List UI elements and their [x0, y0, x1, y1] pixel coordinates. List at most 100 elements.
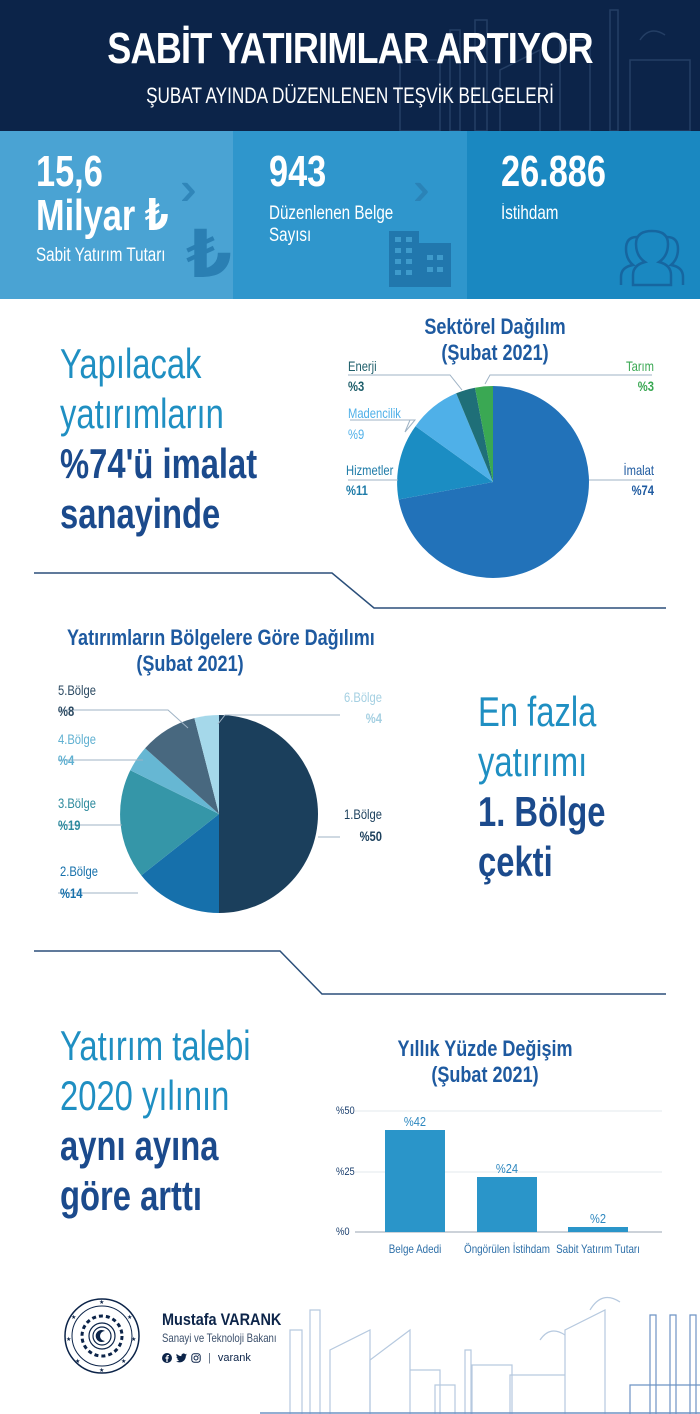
twitter-icon[interactable]	[176, 1353, 187, 1363]
stat-label: Sabit Yatırım Tutarı	[36, 245, 166, 266]
headline-line: yatırımların	[60, 390, 224, 437]
pie-slice-bolge-2	[141, 814, 219, 913]
region-chart-title: Yatırımların Bölgelere Göre Dağılımı	[67, 625, 375, 650]
pie-value-tarim: %3	[637, 378, 654, 394]
pie-slice-enerji	[456, 387, 493, 482]
y-tick-0: %0	[336, 1226, 350, 1238]
svg-text:★: ★	[66, 1336, 71, 1343]
sector-chart-subtitle: (Şubat 2021)	[441, 340, 549, 365]
bar-chart-title: Yıllık Yüzde Değişim	[397, 1036, 573, 1061]
pie-slice-madencilik	[415, 393, 493, 482]
people-icon	[619, 229, 685, 287]
stat-label-line2: Sayısı	[269, 225, 312, 246]
bar-category-label: Belge Adedi	[388, 1242, 442, 1256]
pie-value-bolge-6: %4	[365, 710, 382, 726]
headline-line: 1. Bölge	[478, 788, 606, 835]
pie-label-hizmetler: Hizmetler	[346, 462, 394, 478]
pie-value-hizmetler: %11	[346, 482, 368, 498]
headline-line: 2020 yılının	[60, 1072, 230, 1119]
bar-value-label: %2	[590, 1211, 606, 1226]
page-subtitle: ŞUBAT AYINDA DÜZENLENEN TEŞVİK BELGELERİ	[146, 83, 554, 108]
social-handle[interactable]: varank	[217, 1352, 251, 1364]
bar-sabit-yatirim-tutari	[568, 1227, 628, 1232]
pie-label-bolge-5: 5.Bölge	[58, 682, 96, 698]
bar-belge-adedi	[385, 1130, 445, 1232]
region-chart-subtitle: (Şubat 2021)	[136, 651, 244, 676]
pie-label-bolge-2: 2.Bölge	[60, 863, 98, 879]
svg-text:★: ★	[121, 1358, 126, 1365]
svg-text:★: ★	[75, 1358, 80, 1365]
pie-value-madencilik: %9	[348, 426, 365, 442]
region-pie-chart	[58, 709, 340, 913]
double-chevron-icon: ››	[413, 162, 428, 214]
headline-line: aynı ayına	[60, 1122, 219, 1169]
section-divider	[34, 572, 666, 609]
pie-slice-bolge-6	[194, 715, 219, 814]
bar-category-label: Öngörülen İstihdam	[464, 1242, 550, 1256]
pie-value-enerji: %3	[348, 378, 365, 394]
instagram-icon[interactable]	[191, 1353, 201, 1363]
lira-icon: ₺	[186, 217, 232, 291]
pie-label-bolge-3: 3.Bölge	[58, 795, 96, 811]
svg-text:★: ★	[131, 1336, 136, 1343]
pie-label-enerji: Enerji	[348, 358, 377, 374]
minister-name: Mustafa VARANK	[162, 1310, 282, 1329]
stat-investment-amount: 15,6 Milyar ₺ Sabit Yatırım Tutarı ›› ₺	[0, 131, 233, 299]
pie-slice-bolge-4	[130, 748, 219, 814]
industrial-skyline-icon	[260, 1296, 700, 1414]
pie-slice-bolge-3	[120, 770, 219, 876]
headline-line: yatırımı	[478, 738, 588, 785]
social-links: | varank	[162, 1352, 251, 1364]
bar-ongorulen-istihdam	[477, 1177, 537, 1232]
sector-chart-title: Sektörel Dağılım	[424, 314, 566, 339]
industrial-skyline-icon	[399, 9, 691, 131]
stats-bar: 15,6 Milyar ₺ Sabit Yatırım Tutarı ›› ₺ …	[0, 131, 700, 299]
pie-value-bolge-4: %4	[58, 752, 75, 768]
svg-text:★: ★	[71, 1314, 76, 1321]
section-divider	[34, 950, 666, 995]
stat-unit: Milyar ₺	[36, 191, 169, 240]
sector-pie-chart	[348, 374, 652, 578]
headline-line: Yatırım talebi	[60, 1022, 251, 1069]
pie-slice-tarim	[475, 386, 493, 482]
pie-label-madencilik: Madencilik	[348, 405, 401, 421]
bar-chart-subtitle: (Şubat 2021)	[431, 1062, 539, 1087]
pie-value-bolge-1: %50	[359, 828, 382, 844]
headline-line: En fazla	[478, 688, 597, 735]
pie-label-imalat: İmalat	[623, 462, 655, 478]
pie-value-bolge-3: %19	[58, 817, 81, 833]
stat-value: 26.886	[501, 147, 606, 196]
bar-value-label: %24	[495, 1161, 519, 1176]
y-tick-50: %50	[336, 1105, 355, 1117]
pie-value-bolge-5: %8	[58, 703, 75, 719]
headline-line: sanayinde	[60, 490, 221, 537]
building-icon	[389, 231, 451, 287]
stat-label-line1: Düzenlenen Belge	[269, 203, 394, 224]
bar-chart	[355, 1110, 662, 1233]
facebook-icon[interactable]	[162, 1353, 172, 1363]
pie-label-bolge-1: 1.Bölge	[344, 806, 382, 822]
bar-category-label: Sabit Yatırım Tutarı	[556, 1242, 640, 1256]
pie-slice-imalat	[398, 386, 589, 578]
pie-slice-bolge-1	[219, 715, 318, 913]
stat-employment: 26.886 İstihdam	[467, 131, 700, 299]
headline-line: %74'ü imalat	[60, 440, 258, 487]
separator: |	[208, 1352, 211, 1364]
headline-line: çekti	[478, 838, 553, 885]
minister-role: Sanayi ve Teknoloji Bakanı	[162, 1331, 277, 1345]
stat-value: 15,6	[36, 147, 103, 196]
double-chevron-icon: ››	[180, 162, 195, 214]
headline-line: Yapılacak	[60, 340, 202, 387]
stat-value: 943	[269, 147, 327, 196]
stat-label: İstihdam	[501, 203, 559, 224]
pie-label-bolge-6: 6.Bölge	[344, 689, 382, 705]
ministry-seal-logo: ★ ★ ★ ★ ★ ★ ★ ★	[64, 1298, 140, 1374]
pie-slice-bolge-5	[145, 718, 219, 814]
page-title: SABİT YATIRIMLAR ARTIYOR	[107, 24, 593, 73]
y-tick-25: %25	[336, 1166, 355, 1178]
bar-value-label: %42	[403, 1114, 427, 1129]
header-banner: SABİT YATIRIMLAR ARTIYOR ŞUBAT AYINDA DÜ…	[0, 0, 700, 131]
stat-certificate-count: 943 Düzenlenen Belge Sayısı ››	[233, 131, 467, 299]
pie-label-tarim: Tarım	[626, 358, 654, 374]
headline-line: göre arttı	[60, 1172, 202, 1219]
